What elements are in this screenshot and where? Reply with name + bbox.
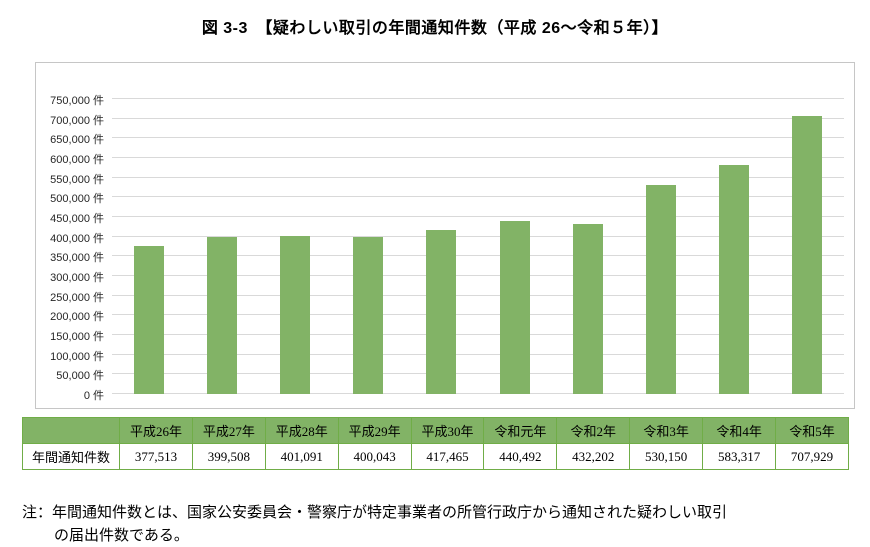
bar-slot [332, 99, 405, 394]
table-year-header: 平成29年 [338, 418, 411, 444]
table-corner-cell [23, 418, 120, 444]
bar [573, 224, 603, 394]
bar-series [112, 99, 844, 394]
bar-slot [185, 99, 258, 394]
footnote-line-2: の届出件数である。 [22, 525, 848, 547]
bar-slot [112, 99, 185, 394]
y-axis-tick-label: 300,000 件 [36, 269, 104, 285]
table-year-header: 令和5年 [776, 418, 849, 444]
table-year-header: 令和3年 [630, 418, 703, 444]
y-axis-tick-label: 700,000 件 [36, 112, 104, 128]
bar [646, 185, 676, 394]
table-year-header: 平成28年 [265, 418, 338, 444]
table-value-cell: 417,465 [411, 444, 484, 470]
table-year-header: 令和4年 [703, 418, 776, 444]
y-axis-tick-label: 450,000 件 [36, 210, 104, 226]
table-value-cell: 377,513 [120, 444, 193, 470]
bar-slot [478, 99, 551, 394]
bar [792, 116, 822, 394]
table-row-header: 年間通知件数 [23, 444, 120, 470]
y-axis-tick-label: 250,000 件 [36, 289, 104, 305]
table-year-header: 平成30年 [411, 418, 484, 444]
y-axis-tick-label: 500,000 件 [36, 190, 104, 206]
bar [353, 237, 383, 394]
table-value-cell: 399,508 [192, 444, 265, 470]
table-year-header: 平成26年 [120, 418, 193, 444]
y-axis-tick-label: 600,000 件 [36, 151, 104, 167]
chart-area: 0 件 50,000 件 100,000 件 150,000 件 200,000 件 25… [35, 62, 855, 409]
bar [134, 246, 164, 394]
y-axis-tick-label: 550,000 件 [36, 171, 104, 187]
table-value-cell: 707,929 [776, 444, 849, 470]
table-value-cell: 432,202 [557, 444, 630, 470]
bar [719, 165, 749, 394]
y-axis-tick-label: 350,000 件 [36, 249, 104, 265]
y-axis-tick-label: 0 件 [36, 387, 104, 403]
table-value-cell: 440,492 [484, 444, 557, 470]
y-axis-tick-label: 400,000 件 [36, 230, 104, 246]
y-axis-tick-label: 200,000 件 [36, 308, 104, 324]
y-axis-tick-label: 150,000 件 [36, 328, 104, 344]
bar-slot [405, 99, 478, 394]
y-axis-tick-label: 50,000 件 [36, 367, 104, 383]
table-value-cell: 400,043 [338, 444, 411, 470]
bar-slot [698, 99, 771, 394]
table-header-row: 平成26年平成27年平成28年平成29年平成30年令和元年令和2年令和3年令和4… [23, 418, 849, 444]
bar-slot [771, 99, 844, 394]
bar-slot [258, 99, 331, 394]
table-value-cell: 401,091 [265, 444, 338, 470]
table-year-header: 令和元年 [484, 418, 557, 444]
bar [207, 237, 237, 394]
table-value-cell: 530,150 [630, 444, 703, 470]
y-axis-tick-label: 100,000 件 [36, 348, 104, 364]
bar-slot [551, 99, 624, 394]
bar [280, 236, 310, 394]
footnote-line-1: 注：年間通知件数とは、国家公安委員会・警察庁が特定事業者の所管行政庁から通知され… [22, 502, 848, 525]
table-value-cell: 583,317 [703, 444, 776, 470]
footnote: 注：年間通知件数とは、国家公安委員会・警察庁が特定事業者の所管行政庁から通知され… [22, 502, 848, 547]
bar [500, 221, 530, 394]
page-title: 図 3-3 【疑わしい取引の年間通知件数（平成 26～令和５年）】 [0, 14, 870, 38]
bar-slot [624, 99, 697, 394]
plot-area [112, 99, 844, 394]
y-axis-tick-label: 650,000 件 [36, 131, 104, 147]
table-year-header: 平成27年 [192, 418, 265, 444]
table-year-header: 令和2年 [557, 418, 630, 444]
data-table: 平成26年平成27年平成28年平成29年平成30年令和元年令和2年令和3年令和4… [22, 417, 849, 470]
bar [426, 230, 456, 394]
y-axis-tick-label: 750,000 件 [36, 92, 104, 108]
